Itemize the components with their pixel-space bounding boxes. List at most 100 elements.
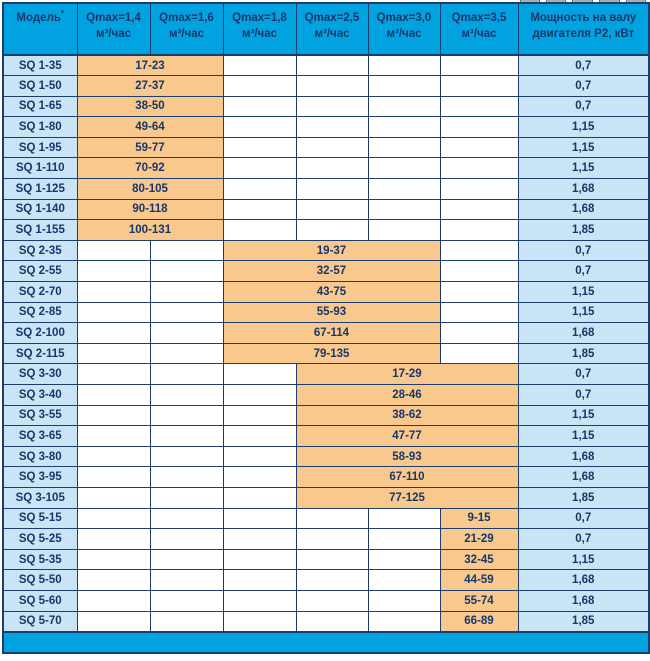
power-cell: 0,7 bbox=[517, 260, 650, 283]
empty-cell bbox=[76, 507, 151, 530]
empty-cell bbox=[149, 466, 224, 488]
model-cell: SQ 1-80 bbox=[2, 116, 78, 138]
empty-cell bbox=[295, 116, 369, 138]
flow-range-cell: 27-37 bbox=[76, 75, 224, 97]
model-cell: SQ 1-35 bbox=[2, 54, 78, 77]
empty-cell bbox=[149, 404, 224, 427]
empty-cell bbox=[149, 384, 224, 406]
flow-range-cell: 44-59 bbox=[439, 569, 519, 591]
flow-range-cell: 66-89 bbox=[439, 610, 519, 633]
power-cell: 1,15 bbox=[517, 425, 650, 447]
flow-range-cell: 100-131 bbox=[76, 219, 224, 241]
empty-cell bbox=[367, 507, 441, 530]
empty-cell bbox=[222, 589, 297, 612]
qmax-header-unit: м³/час bbox=[314, 28, 350, 40]
model-cell: SQ 3-30 bbox=[2, 363, 78, 385]
table-row: SQ 1-80 49-64 1,15 bbox=[2, 116, 650, 138]
empty-cell bbox=[367, 548, 441, 571]
model-cell: SQ 5-70 bbox=[2, 610, 78, 633]
empty-cell bbox=[367, 219, 441, 241]
power-cell: 0,7 bbox=[517, 528, 650, 550]
empty-cell bbox=[439, 75, 519, 97]
empty-cell bbox=[222, 466, 297, 488]
empty-cell bbox=[222, 528, 297, 550]
empty-cell bbox=[76, 342, 151, 365]
table-row: SQ 3-65 47-77 1,15 bbox=[2, 425, 650, 447]
table-row: SQ 2-85 55-93 1,15 bbox=[2, 301, 650, 324]
empty-cell bbox=[439, 116, 519, 138]
empty-cell bbox=[367, 54, 441, 77]
empty-cell bbox=[149, 363, 224, 385]
model-cell: SQ 2-55 bbox=[2, 260, 78, 283]
flow-range-cell: 70-92 bbox=[76, 157, 224, 180]
flow-range-cell: 17-23 bbox=[76, 54, 224, 77]
model-cell: SQ 5-60 bbox=[2, 589, 78, 612]
table-row: SQ 5-35 32-45 1,15 bbox=[2, 548, 650, 571]
empty-cell bbox=[295, 75, 369, 97]
power-cell: 1,68 bbox=[517, 198, 650, 221]
empty-cell bbox=[76, 260, 151, 283]
qmax-header-unit: м³/час bbox=[242, 28, 277, 40]
model-cell: SQ 3-105 bbox=[2, 486, 78, 509]
empty-cell bbox=[439, 136, 519, 159]
empty-cell bbox=[76, 239, 151, 262]
power-header-line: Мощность на валу bbox=[530, 12, 637, 24]
empty-cell bbox=[439, 342, 519, 365]
table-row: SQ 1-35 17-23 0,7 bbox=[2, 54, 650, 77]
power-cell: 1,85 bbox=[517, 610, 650, 633]
empty-cell bbox=[222, 363, 297, 385]
power-cell: 1,68 bbox=[517, 589, 650, 612]
empty-cell bbox=[439, 322, 519, 344]
flow-range-cell: 32-45 bbox=[439, 548, 519, 571]
flow-range-cell: 77-125 bbox=[295, 486, 519, 509]
empty-cell bbox=[76, 425, 151, 447]
power-cell: 1,15 bbox=[517, 404, 650, 427]
flow-range-cell: 90-118 bbox=[76, 198, 224, 221]
qmax-header-value: Qmax=3,5 bbox=[451, 12, 507, 24]
model-cell: SQ 5-50 bbox=[2, 569, 78, 591]
empty-cell bbox=[149, 507, 224, 530]
empty-cell bbox=[222, 445, 297, 468]
empty-cell bbox=[439, 239, 519, 262]
flow-range-cell: 32-57 bbox=[222, 260, 441, 283]
empty-cell bbox=[367, 569, 441, 591]
empty-cell bbox=[295, 157, 369, 180]
flow-range-cell: 17-29 bbox=[295, 363, 519, 385]
flow-range-cell: 38-62 bbox=[295, 404, 519, 427]
power-cell: 1,85 bbox=[517, 219, 650, 241]
empty-cell bbox=[76, 363, 151, 385]
empty-cell bbox=[149, 548, 224, 571]
empty-cell bbox=[439, 198, 519, 221]
qmax-header-unit: м³/час bbox=[169, 28, 204, 40]
empty-cell bbox=[295, 507, 369, 530]
flow-range-cell: 55-93 bbox=[222, 301, 441, 324]
model-cell: SQ 1-140 bbox=[2, 198, 78, 221]
table-row: SQ 5-15 9-15 0,7 bbox=[2, 507, 650, 530]
table-body: SQ 1-35 17-23 0,7 SQ 1-50 27-37 0,7 SQ 1-65 38-… bbox=[2, 54, 650, 654]
empty-cell bbox=[149, 260, 224, 283]
table-row: SQ 5-70 66-89 1,85 bbox=[2, 610, 650, 633]
footer-bar-row bbox=[2, 630, 650, 654]
empty-cell bbox=[149, 239, 224, 262]
flow-range-cell: 43-75 bbox=[222, 281, 441, 303]
flow-range-cell: 79-135 bbox=[222, 342, 441, 365]
empty-cell bbox=[222, 136, 297, 159]
empty-cell bbox=[222, 404, 297, 427]
power-cell: 1,15 bbox=[517, 116, 650, 138]
table-row: SQ 3-80 58-93 1,68 bbox=[2, 445, 650, 468]
model-cell: SQ 2-35 bbox=[2, 239, 78, 262]
power-cell: 0,7 bbox=[517, 239, 650, 262]
qmax-header-cell: Qmax=2,5 м³/час bbox=[295, 2, 369, 56]
flow-range-cell: 58-93 bbox=[295, 445, 519, 468]
empty-cell bbox=[222, 178, 297, 200]
table-row: SQ 1-155 100-131 1,85 bbox=[2, 219, 650, 241]
qmax-header-cell: Qmax=3,5 м³/час bbox=[439, 2, 519, 56]
power-cell: 0,7 bbox=[517, 75, 650, 97]
flow-range-cell: 9-15 bbox=[439, 507, 519, 530]
model-cell: SQ 5-25 bbox=[2, 528, 78, 550]
power-header-cell: Мощность на валу двигателя P2, кВт bbox=[517, 2, 650, 56]
empty-cell bbox=[76, 322, 151, 344]
power-cell: 0,7 bbox=[517, 384, 650, 406]
flow-range-cell: 67-114 bbox=[222, 322, 441, 344]
